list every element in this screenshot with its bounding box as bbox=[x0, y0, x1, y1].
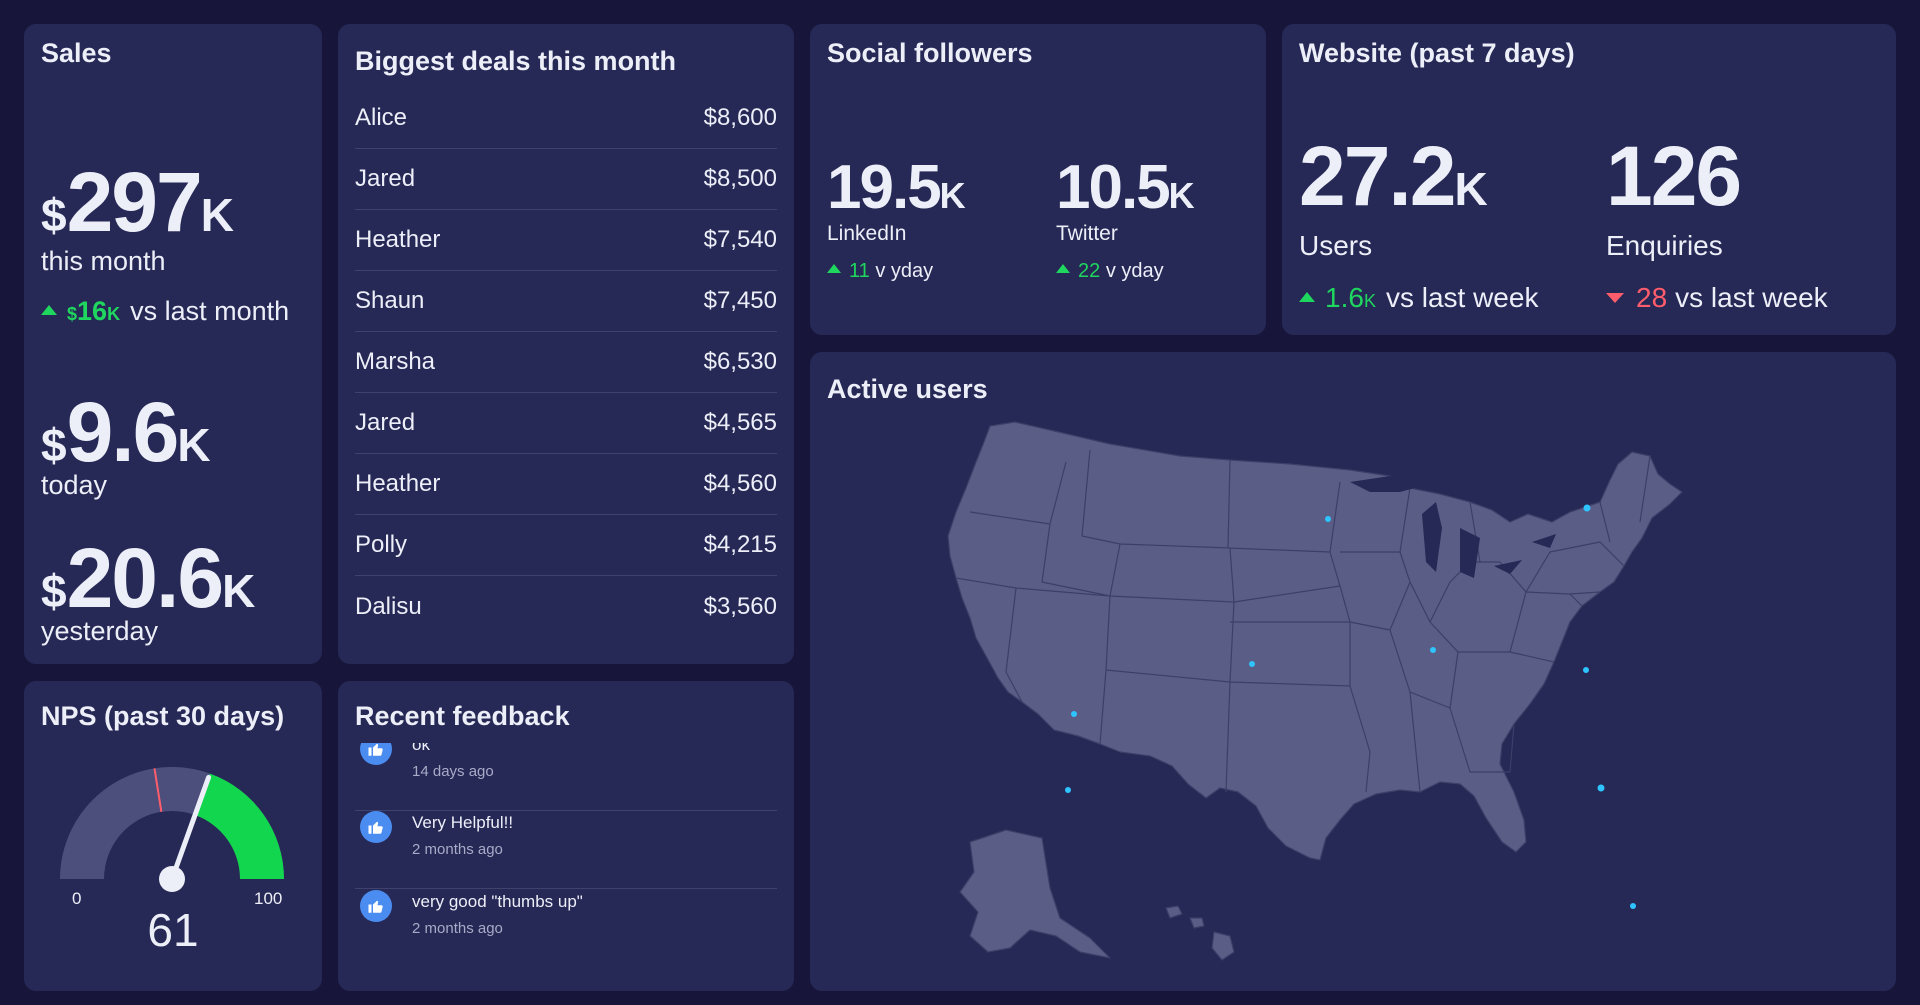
sales-panel: Sales $297K this month $16K vs last month… bbox=[24, 24, 322, 664]
deal-amount: $4,215 bbox=[703, 531, 777, 558]
users-delta: 1.6K vs last week bbox=[1299, 282, 1538, 314]
deal-amount: $6,530 bbox=[703, 348, 777, 375]
up-arrow-icon bbox=[1299, 291, 1315, 302]
feedback-title: Recent feedback bbox=[355, 701, 570, 731]
map-panel: Active users bbox=[810, 352, 1896, 991]
nps-gauge bbox=[60, 767, 284, 892]
feedback-item: ok 14 days ago bbox=[355, 743, 777, 811]
gauge-target-marker bbox=[153, 768, 163, 812]
sales-title: Sales bbox=[41, 38, 112, 68]
twitter-value: 10.5K bbox=[1056, 153, 1195, 222]
deal-row: Heather $4,560 bbox=[355, 454, 777, 515]
hawaii-shape bbox=[1165, 905, 1235, 961]
enquiries-label: Enquiries bbox=[1606, 230, 1723, 261]
us-map bbox=[947, 421, 1683, 961]
deal-name: Heather bbox=[355, 470, 441, 497]
up-arrow-icon bbox=[827, 264, 841, 274]
nps-panel: NPS (past 30 days) 0 100 61 bbox=[24, 681, 322, 991]
deal-amount: $3,560 bbox=[703, 592, 777, 620]
linkedin-label: LinkedIn bbox=[827, 222, 907, 245]
deals-panel: Biggest deals this month Alice $8,600 Jare… bbox=[338, 24, 794, 664]
active-user-dots bbox=[1065, 504, 1636, 909]
deal-row: Shaun $7,450 bbox=[355, 271, 777, 332]
deal-name: Alice bbox=[355, 104, 408, 131]
website-title: Website (past 7 days) bbox=[1299, 38, 1575, 68]
sales-today-value: $9.6K bbox=[41, 385, 211, 479]
deal-row: Dalisu $3,560 bbox=[355, 576, 777, 637]
deal-name: Shaun bbox=[355, 287, 425, 314]
great-lakes-shape bbox=[1350, 476, 1556, 578]
nps-max-label: 100 bbox=[254, 889, 283, 908]
linkedin-delta: 11 v yday bbox=[827, 260, 933, 283]
deal-amount: $4,560 bbox=[703, 470, 777, 497]
contiguous-us-shape bbox=[947, 421, 1683, 861]
twitter-label: Twitter bbox=[1056, 222, 1118, 245]
deal-row: Heather $7,540 bbox=[355, 210, 777, 271]
sales-yesterday-label: yesterday bbox=[41, 616, 159, 646]
enquiries-value: 126 bbox=[1606, 129, 1742, 223]
active-user-dot bbox=[1325, 516, 1331, 522]
feedback-item: very good "thumbs up" 2 months ago bbox=[355, 890, 777, 968]
enquiries-delta: 28 vs last week bbox=[1606, 282, 1828, 314]
deal-name: Jared bbox=[355, 165, 416, 192]
active-user-dot bbox=[1630, 903, 1636, 909]
gauge-pivot bbox=[159, 866, 185, 892]
deal-amount: $8,600 bbox=[703, 104, 777, 131]
deal-name: Polly bbox=[355, 531, 408, 558]
up-arrow-icon bbox=[1056, 264, 1070, 274]
nps-score: 61 bbox=[147, 904, 199, 956]
active-user-dot bbox=[1430, 647, 1436, 653]
map-title: Active users bbox=[827, 374, 988, 404]
sales-today-label: today bbox=[41, 470, 108, 500]
deal-row: Jared $8,500 bbox=[355, 149, 777, 210]
sales-month-delta: $16K vs last month bbox=[41, 296, 289, 327]
users-label: Users bbox=[1299, 230, 1373, 261]
deal-name: Marsha bbox=[355, 348, 436, 375]
website-panel: Website (past 7 days) 27.2K Users 1.6K vs… bbox=[1282, 24, 1896, 335]
nps-title: NPS (past 30 days) bbox=[41, 701, 285, 731]
nps-min-label: 0 bbox=[72, 889, 82, 908]
active-user-dot bbox=[1583, 504, 1591, 512]
deal-row: Marsha $6,530 bbox=[355, 332, 777, 393]
deal-name: Dalisu bbox=[355, 592, 422, 620]
alaska-shape bbox=[959, 829, 1111, 959]
thumbs-up-icon bbox=[360, 890, 392, 922]
deal-amount: $7,540 bbox=[703, 226, 777, 253]
sales-month-value: $297K bbox=[41, 155, 234, 249]
feedback-panel: Recent feedback ok 14 days ago Very Help… bbox=[338, 681, 794, 991]
deal-amount: $7,450 bbox=[703, 287, 777, 314]
down-arrow-icon bbox=[1606, 292, 1624, 303]
feedback-list[interactable]: ok 14 days ago Very Helpful!! 2 months a… bbox=[338, 743, 794, 991]
deal-row: Polly $4,215 bbox=[355, 515, 777, 576]
thumbs-up-icon bbox=[360, 743, 392, 765]
deal-amount: $4,565 bbox=[703, 409, 777, 436]
deal-amount: $8,500 bbox=[703, 165, 777, 192]
active-user-dot bbox=[1071, 711, 1077, 717]
sales-month-label: this month bbox=[41, 246, 166, 276]
deal-name: Heather bbox=[355, 226, 441, 253]
up-arrow-icon bbox=[41, 304, 57, 315]
active-user-dot bbox=[1249, 661, 1255, 667]
gauge-fill bbox=[195, 773, 284, 879]
deal-row: Jared $4,565 bbox=[355, 393, 777, 454]
twitter-delta: 22 v yday bbox=[1056, 260, 1164, 283]
linkedin-value: 19.5K bbox=[827, 153, 966, 222]
thumbs-up-icon bbox=[360, 811, 392, 843]
deals-title: Biggest deals this month bbox=[355, 46, 677, 76]
state-borders bbox=[955, 449, 1651, 793]
social-title: Social followers bbox=[827, 38, 1033, 68]
users-value: 27.2K bbox=[1299, 129, 1488, 223]
gauge-needle bbox=[169, 774, 212, 882]
sales-yesterday-value: $20.6K bbox=[41, 531, 256, 625]
active-user-dot bbox=[1597, 784, 1605, 792]
active-user-dot bbox=[1583, 667, 1589, 673]
deal-row: Alice $8,600 bbox=[355, 88, 777, 149]
deal-name: Jared bbox=[355, 409, 416, 436]
active-user-dot bbox=[1065, 787, 1071, 793]
feedback-item: Very Helpful!! 2 months ago bbox=[355, 811, 777, 889]
social-panel: Social followers 19.5K LinkedIn 11 v yda… bbox=[810, 24, 1266, 335]
